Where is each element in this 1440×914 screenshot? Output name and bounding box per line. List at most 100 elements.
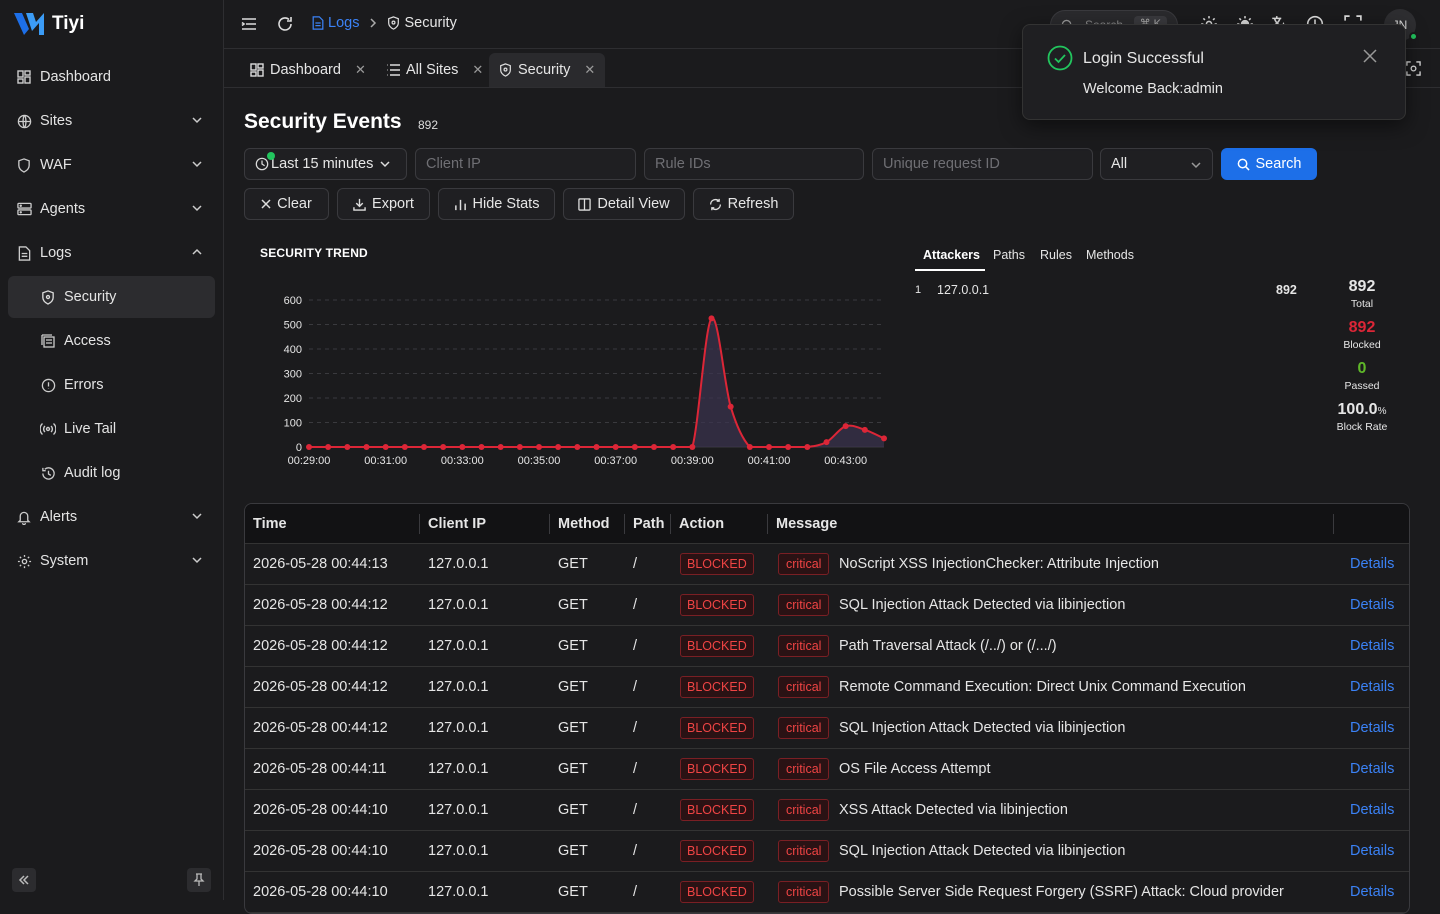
- sidebar-item-security[interactable]: Security: [8, 276, 215, 318]
- details-link[interactable]: Details: [1350, 638, 1394, 654]
- sidebar-item-live-tail[interactable]: Live Tail: [8, 408, 215, 450]
- sidebar-item-agents[interactable]: Agents: [8, 188, 215, 230]
- app-logo[interactable]: Tiyi: [12, 10, 84, 38]
- tab-attackers[interactable]: Attackers: [923, 248, 980, 262]
- details-link[interactable]: Details: [1350, 802, 1394, 818]
- details-link[interactable]: Details: [1350, 597, 1394, 613]
- reload-icon[interactable]: [276, 15, 294, 33]
- stat-passed: 0 Passed: [1328, 360, 1396, 392]
- search-icon: [1237, 158, 1250, 171]
- refresh-icon: [709, 198, 722, 211]
- details-link[interactable]: Details: [1350, 884, 1394, 900]
- sidebar-item-waf[interactable]: WAF: [8, 144, 215, 186]
- cell-client-ip: 127.0.0.1: [428, 843, 488, 859]
- menu-toggle-icon[interactable]: [240, 15, 258, 33]
- detail-view-button[interactable]: Detail View: [563, 188, 685, 220]
- request-id-input[interactable]: Unique request ID: [872, 148, 1093, 180]
- details-link[interactable]: Details: [1350, 556, 1394, 572]
- data-point: [574, 444, 580, 450]
- cell-client-ip: 127.0.0.1: [428, 884, 488, 900]
- collapse-sidebar-button[interactable]: [12, 868, 36, 892]
- data-point: [498, 444, 504, 450]
- column-header-client-ip[interactable]: Client IP: [428, 516, 486, 532]
- sidebar-item-label: Agents: [40, 201, 85, 217]
- close-icon[interactable]: [1363, 49, 1377, 63]
- column-header-method[interactable]: Method: [558, 516, 610, 532]
- rule-ids-input[interactable]: Rule IDs: [644, 148, 864, 180]
- severity-badge: critical: [778, 799, 829, 821]
- breadcrumb-current: Security: [387, 15, 456, 31]
- stat-block-rate-label: Block Rate: [1328, 421, 1396, 433]
- sidebar-item-label: Live Tail: [64, 421, 116, 437]
- sidebar-item-alerts[interactable]: Alerts: [8, 496, 215, 538]
- tab-rules[interactable]: Rules: [1040, 248, 1072, 262]
- details-link[interactable]: Details: [1350, 843, 1394, 859]
- cell-message: Possible Server Side Request Forgery (SS…: [839, 884, 1284, 900]
- attacker-ip[interactable]: 127.0.0.1: [937, 283, 989, 297]
- stat-block-rate-unit: %: [1378, 406, 1387, 417]
- action-badge: BLOCKED: [680, 635, 754, 657]
- tab-methods[interactable]: Methods: [1086, 248, 1134, 262]
- cell-method: GET: [558, 802, 588, 818]
- tab-all-sites[interactable]: All Sites ✕: [376, 53, 493, 87]
- close-icon[interactable]: ✕: [584, 62, 595, 78]
- sidebar-item-access[interactable]: Access: [8, 320, 215, 362]
- bell-icon: [16, 509, 32, 525]
- tab-security[interactable]: Security ✕: [489, 53, 605, 87]
- refresh-button[interactable]: Refresh: [693, 188, 794, 220]
- clear-button[interactable]: Clear: [244, 188, 329, 220]
- sidebar-item-logs[interactable]: Logs: [8, 232, 215, 274]
- cell-message: SQL Injection Attack Detected via libinj…: [839, 720, 1125, 736]
- hide-stats-button[interactable]: Hide Stats: [438, 188, 555, 220]
- columns-icon: [578, 198, 591, 211]
- column-header-message[interactable]: Message: [776, 516, 837, 532]
- chevron-right-icon: [365, 17, 381, 29]
- sidebar-item-system[interactable]: System: [8, 540, 215, 582]
- details-link[interactable]: Details: [1350, 679, 1394, 695]
- cell-time: 2026-05-28 00:44:12: [253, 597, 388, 613]
- close-icon[interactable]: ✕: [355, 62, 366, 78]
- request-id-placeholder: Unique request ID: [883, 156, 1000, 172]
- sidebar-item-sites[interactable]: Sites: [8, 100, 215, 142]
- pin-sidebar-button[interactable]: [187, 868, 211, 892]
- export-button[interactable]: Export: [337, 188, 430, 220]
- screenshot-icon[interactable]: [1406, 61, 1421, 76]
- column-header-action[interactable]: Action: [679, 516, 724, 532]
- close-icon[interactable]: ✕: [472, 62, 483, 78]
- search-button[interactable]: Search: [1221, 148, 1317, 180]
- sidebar-item-audit-log[interactable]: Audit log: [8, 452, 215, 494]
- breadcrumb-logs[interactable]: Logs: [312, 15, 359, 31]
- sidebar-item-dashboard[interactable]: Dashboard: [8, 56, 215, 98]
- time-range-select[interactable]: Last 15 minutes: [244, 148, 407, 180]
- event-count: 892: [418, 118, 438, 132]
- series-area: [309, 318, 884, 447]
- cell-client-ip: 127.0.0.1: [428, 720, 488, 736]
- data-point: [728, 404, 734, 410]
- details-link[interactable]: Details: [1350, 761, 1394, 777]
- cell-path: /: [633, 679, 637, 695]
- sidebar-item-errors[interactable]: Errors: [8, 364, 215, 406]
- app-name: Tiyi: [52, 13, 84, 35]
- client-ip-input[interactable]: Client IP: [415, 148, 636, 180]
- tab-dashboard[interactable]: Dashboard ✕: [240, 53, 376, 87]
- page-title: Security Events: [244, 110, 402, 134]
- action-badge: BLOCKED: [680, 594, 754, 616]
- breadcrumb: Logs Security: [312, 15, 457, 31]
- details-link[interactable]: Details: [1350, 720, 1394, 736]
- chevron-down-icon: [191, 114, 203, 126]
- action-select[interactable]: All: [1100, 148, 1213, 180]
- tab-paths[interactable]: Paths: [993, 248, 1025, 262]
- column-header-path[interactable]: Path: [633, 516, 664, 532]
- column-header-time[interactable]: Time: [253, 516, 287, 532]
- stat-total: 892 Total: [1328, 278, 1396, 310]
- data-point: [785, 444, 791, 450]
